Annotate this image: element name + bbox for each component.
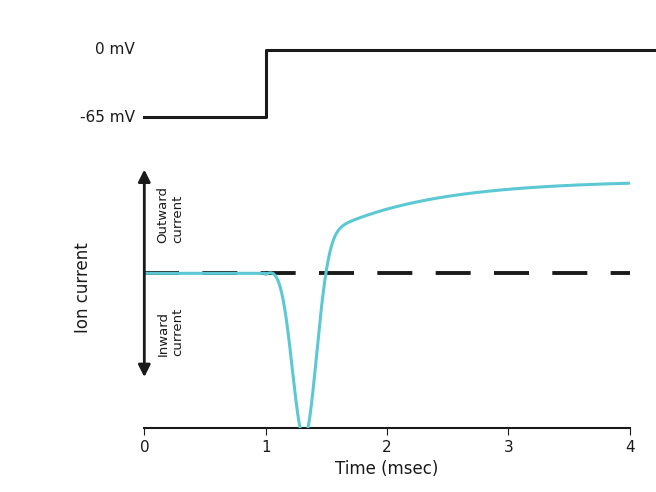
Text: -65 mV: -65 mV	[79, 110, 134, 125]
Text: Outward
current: Outward current	[156, 186, 184, 243]
Y-axis label: Ion current: Ion current	[73, 243, 92, 333]
Text: Inward
current: Inward current	[156, 308, 184, 356]
Text: 0 mV: 0 mV	[95, 42, 134, 58]
X-axis label: Time (msec): Time (msec)	[335, 461, 439, 478]
